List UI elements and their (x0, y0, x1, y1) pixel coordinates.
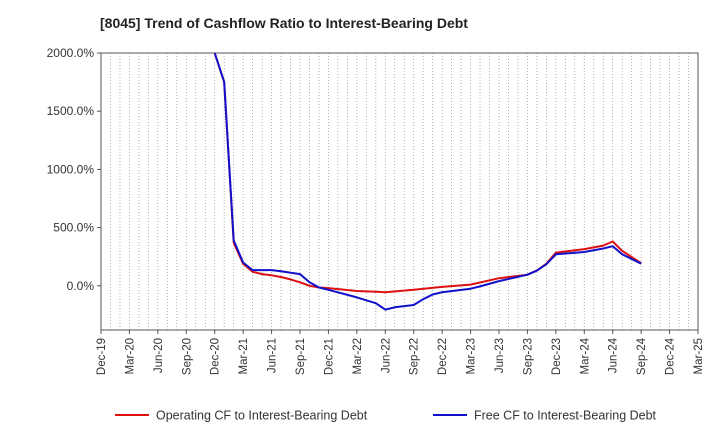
x-tick-label: Sep-22 (409, 338, 421, 375)
plot-frame (100, 52, 699, 331)
legend-label-1: Operating CF to Interest-Bearing Debt (156, 409, 368, 423)
x-tick-label: Sep-24 (636, 337, 648, 375)
x-tick-label: Jun-23 (494, 338, 506, 373)
x-tick-label: Sep-23 (522, 338, 534, 375)
y-tick-label: 0.0% (67, 279, 95, 293)
series-line-1 (213, 53, 642, 294)
x-tick-label: Sep-21 (295, 338, 307, 375)
y-tick-label: 2000.0% (47, 46, 95, 60)
legend-label-2: Free CF to Interest-Bearing Debt (474, 409, 657, 423)
y-tick-label: 1500.0% (47, 104, 95, 118)
x-tick-label: Dec-21 (323, 338, 335, 375)
y-tick-label: 500.0% (53, 221, 94, 235)
x-tick-label: Mar-24 (579, 337, 591, 374)
x-tick-label: Jun-21 (267, 338, 279, 373)
y-tick-label: 1000.0% (47, 162, 95, 176)
series-line-2 (213, 53, 642, 311)
x-tick-label: Dec-22 (437, 338, 449, 375)
x-tick-label: Dec-24 (665, 337, 677, 375)
x-tick-label: Sep-20 (181, 338, 193, 375)
x-tick-label: Mar-20 (124, 338, 136, 374)
x-tick-label: Mar-25 (693, 338, 705, 374)
x-tick-label: Jun-22 (380, 338, 392, 373)
chart-title: [8045] Trend of Cashflow Ratio to Intere… (100, 15, 468, 31)
x-tick-label: Dec-20 (210, 338, 222, 375)
x-tick-label: Mar-23 (466, 338, 478, 374)
x-tick-label: Dec-23 (551, 338, 563, 375)
x-tick-label: Mar-22 (352, 338, 364, 374)
x-tick-label: Dec-19 (96, 338, 108, 375)
x-tick-label: Mar-21 (238, 338, 250, 374)
x-tick-label: Jun-20 (153, 338, 165, 373)
x-tick-label: Jun-24 (608, 337, 620, 373)
